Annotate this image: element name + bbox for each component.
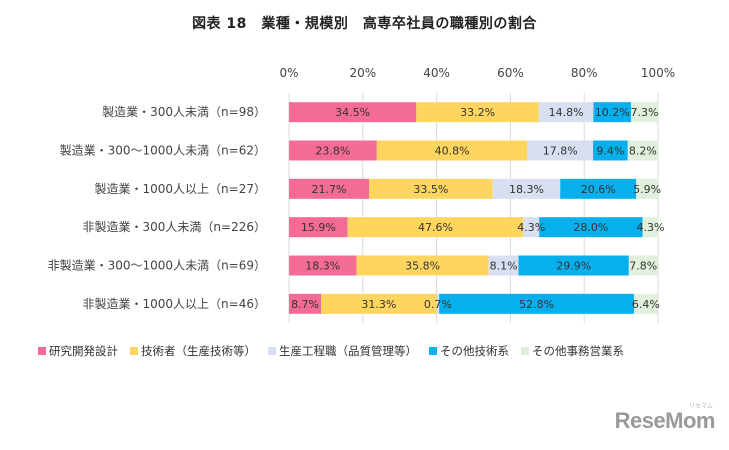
bar-segment	[289, 178, 370, 199]
legend-item: 技術者（生産技術等）	[130, 343, 256, 359]
data-label: 9.4%	[596, 145, 624, 158]
x-tick-labels: 0% 20% 40% 60% 80% 100%	[279, 66, 675, 80]
category-labels: 製造業・300人未満（n=98） 製造業・300～1000人未満（n=62） 製造業…	[48, 105, 266, 311]
data-label: 29.9%	[556, 260, 591, 273]
bar-segment	[492, 178, 561, 199]
bar-segment	[436, 293, 440, 314]
data-label: 47.6%	[418, 221, 453, 234]
data-label: 10.2%	[595, 106, 630, 119]
bar-segment	[523, 217, 540, 238]
category-label: 非製造業・300人未満（n=226）	[83, 220, 266, 234]
data-label: 15.9%	[301, 221, 336, 234]
bar-segment	[289, 255, 357, 276]
x-tick-label: 100%	[641, 66, 675, 80]
legend-swatch	[130, 347, 138, 355]
category-label: 製造業・1000人以上（n=27）	[95, 182, 266, 196]
data-label: 8.2%	[629, 145, 657, 158]
data-label: 31.3%	[361, 298, 396, 311]
legend-item: 生産工程職（品質管理等）	[268, 343, 417, 359]
grid-layer	[288, 93, 659, 323]
bar-segment	[321, 293, 437, 314]
bar-segment	[347, 217, 524, 238]
x-tick-label: 20%	[349, 66, 376, 80]
data-label: 35.8%	[405, 260, 440, 273]
resemom-logo: ReseMom	[614, 408, 716, 433]
bar-segment	[628, 255, 658, 276]
data-label: 8.1%	[490, 260, 518, 273]
data-label: 8.7%	[291, 298, 319, 311]
data-label: 5.9%	[633, 183, 661, 196]
bar-segment	[369, 178, 493, 199]
bar-segment	[289, 293, 322, 314]
data-label: 6.4%	[632, 298, 660, 311]
data-label: 52.8%	[519, 298, 554, 311]
bar-segment	[289, 102, 417, 123]
x-tick-label: 0%	[279, 66, 298, 80]
legend-swatch	[268, 347, 276, 355]
bar-segment	[593, 102, 632, 123]
data-label: 17.8%	[543, 145, 578, 158]
data-label: 40.8%	[435, 145, 470, 158]
bar-segment	[631, 102, 658, 123]
bar-segment	[376, 140, 528, 161]
category-label: 非製造業・1000人以上（n=46）	[83, 297, 266, 311]
data-label: 7.3%	[631, 106, 659, 119]
data-label: 28.0%	[573, 221, 608, 234]
bar-segment	[416, 102, 539, 123]
x-tick-label: 40%	[423, 66, 450, 80]
legend-item: 研究開発設計	[38, 343, 118, 359]
category-label: 製造業・300～1000人未満（n=62）	[60, 144, 266, 158]
bar-segment	[356, 255, 489, 276]
bar-segment	[642, 217, 659, 238]
data-label: 7.8%	[629, 260, 657, 273]
bar-segment	[289, 140, 377, 161]
legend-label: 研究開発設計	[49, 344, 118, 358]
data-label: 14.8%	[549, 106, 584, 119]
category-label: 非製造業・300～1000人未満（n=69）	[48, 259, 266, 273]
legend-label: 技術者（生産技術等）	[141, 344, 256, 358]
bar-segment	[289, 217, 348, 238]
data-label: 33.5%	[413, 183, 448, 196]
bar-segments	[289, 102, 659, 314]
bar-segment	[627, 140, 658, 161]
legend-swatch	[429, 347, 437, 355]
chart-title: 図表 18 業種・規模別 高専卒社員の職種別の割合	[192, 16, 537, 32]
legend-label: その他技術系	[440, 344, 509, 358]
data-label: 23.8%	[315, 145, 350, 158]
bar-segment	[593, 140, 628, 161]
x-tick-label: 60%	[497, 66, 524, 80]
bar-segment	[538, 102, 594, 123]
bar-segment	[539, 217, 643, 238]
category-label: 製造業・300人未満（n=98）	[102, 105, 266, 119]
data-label: 33.2%	[460, 106, 495, 119]
legend-item: その他事務営業系	[521, 343, 624, 359]
legend-swatch	[521, 347, 529, 355]
logo-subtext: リセマム	[688, 403, 713, 410]
data-label: 4.3%	[517, 221, 545, 234]
data-label: 21.7%	[312, 183, 347, 196]
data-label: 18.3%	[509, 183, 544, 196]
x-tick-label: 80%	[571, 66, 598, 80]
data-labels: 34.5% 33.2% 14.8% 10.2% 7.3% 23.8% 40.8% 17.8% 9…	[291, 106, 664, 311]
data-label: 4.3%	[636, 221, 664, 234]
bar-segment	[527, 140, 594, 161]
bar-segment	[636, 178, 658, 199]
data-label: 0.7%	[424, 298, 452, 311]
legend-label: その他事務営業系	[532, 344, 624, 358]
bar-segment	[518, 255, 629, 276]
data-label: 20.6%	[581, 183, 616, 196]
legend: 研究開発設計 技術者（生産技術等） 生産工程職（品質管理等） その他技術系 その他事務営…	[38, 343, 624, 359]
bar-segment	[560, 178, 637, 199]
bar-segment	[439, 293, 635, 314]
legend-label: 生産工程職（品質管理等）	[279, 344, 417, 358]
legend-swatch	[38, 347, 46, 355]
bar-segment	[634, 293, 658, 314]
data-label: 34.5%	[335, 106, 370, 119]
bar-segment	[488, 255, 519, 276]
legend-item: その他技術系	[429, 343, 509, 359]
data-label: 18.3%	[305, 260, 340, 273]
